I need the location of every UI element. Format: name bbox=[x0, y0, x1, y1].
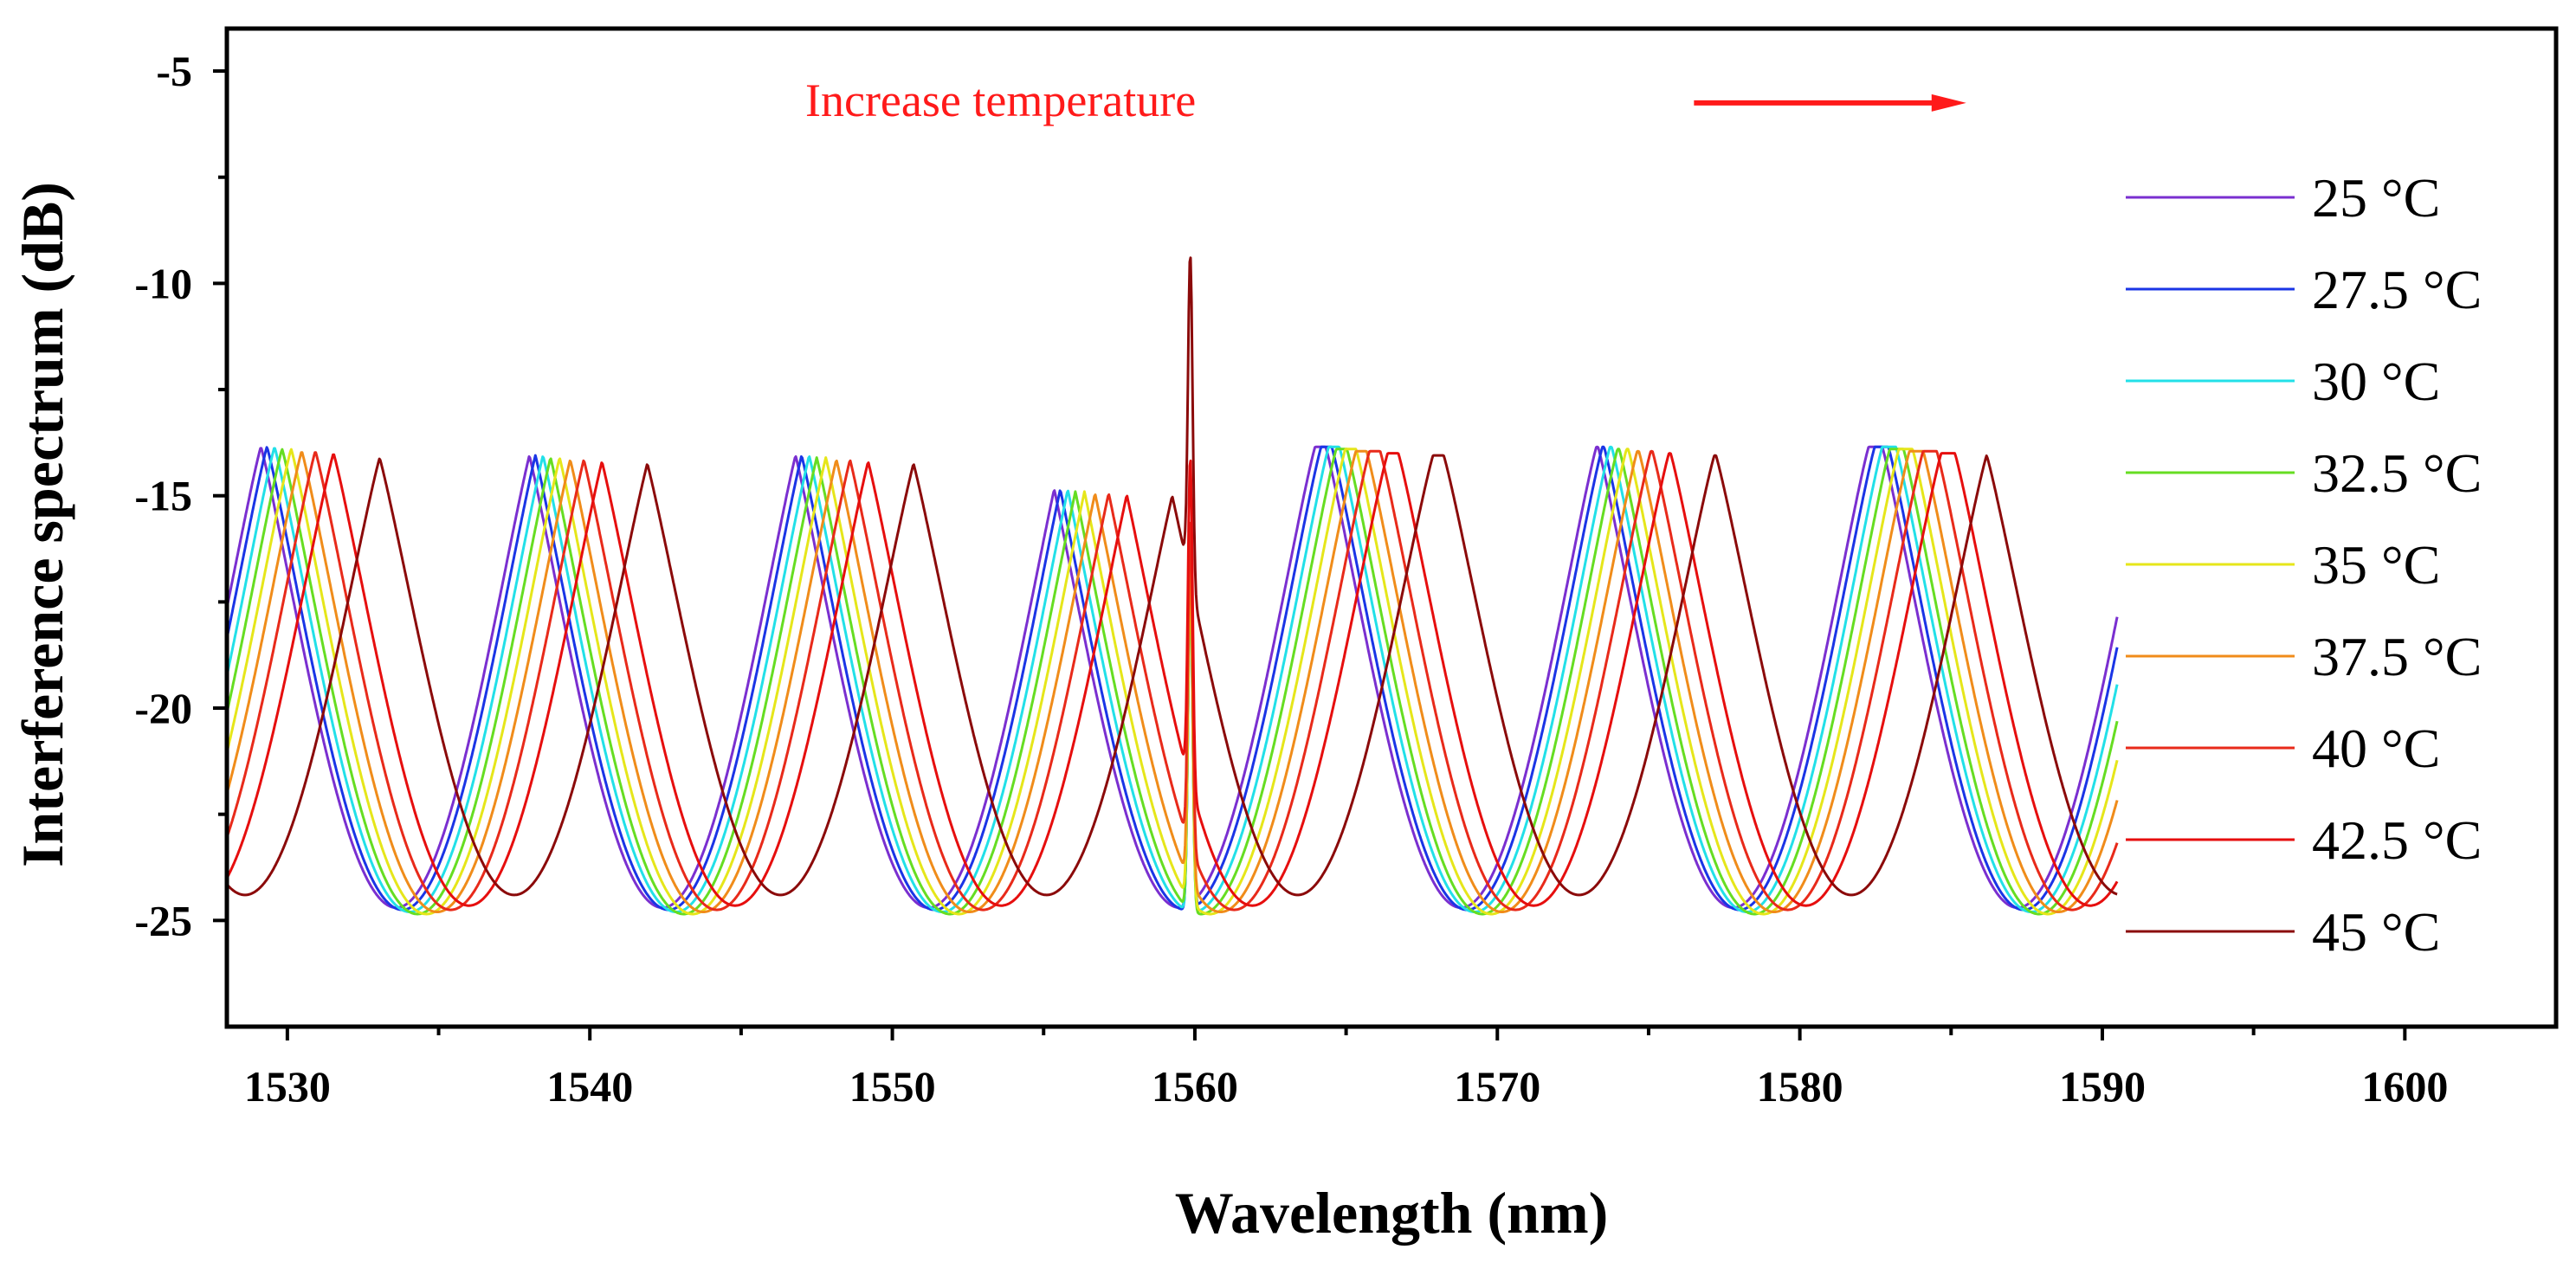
legend-label: 30 °C bbox=[2312, 351, 2440, 412]
legend-label: 42.5 °C bbox=[2312, 809, 2482, 871]
x-tick-label: 1590 bbox=[2059, 1062, 2146, 1111]
y-tick-label: -25 bbox=[134, 896, 192, 944]
x-tick-label: 1560 bbox=[1152, 1062, 1238, 1111]
arrow-head bbox=[1931, 93, 1966, 112]
increase-temperature-annotation: Increase temperature bbox=[805, 74, 1196, 126]
increase-temperature-arrow bbox=[1694, 93, 1966, 112]
y-tick-label: -5 bbox=[156, 47, 192, 95]
plot-frame bbox=[224, 26, 2559, 1029]
y-axis-ticks: -5 -10 -15 -20 -25 bbox=[134, 47, 227, 944]
legend-label: 40 °C bbox=[2312, 718, 2440, 779]
series-line-3 bbox=[227, 448, 2119, 916]
y-axis-title: Interference spectrum (dB) bbox=[10, 182, 75, 867]
y-tick-label: -20 bbox=[134, 684, 192, 732]
legend: 25 °C 27.5 °C 30 °C 32.5 °C 35 °C 37.5 °C 40 °… bbox=[2126, 167, 2482, 963]
x-tick-label: 1530 bbox=[244, 1062, 331, 1111]
y-tick-label: -10 bbox=[134, 259, 192, 307]
series-line-6 bbox=[227, 449, 2119, 911]
series-line-5 bbox=[227, 449, 2119, 913]
legend-label: 32.5 °C bbox=[2312, 442, 2482, 504]
x-axis-title: Wavelength (nm) bbox=[1175, 1180, 1609, 1246]
legend-label: 45 °C bbox=[2312, 901, 2440, 963]
legend-label: 35 °C bbox=[2312, 534, 2440, 596]
series-line-4 bbox=[227, 448, 2119, 916]
x-tick-label: 1580 bbox=[1757, 1062, 1843, 1111]
x-tick-label: 1550 bbox=[849, 1062, 936, 1111]
y-tick-label: -15 bbox=[134, 472, 192, 520]
series-line-0 bbox=[227, 445, 2119, 910]
legend-label: 25 °C bbox=[2312, 167, 2440, 229]
x-tick-label: 1540 bbox=[546, 1062, 633, 1111]
series-group bbox=[227, 256, 2119, 916]
x-axis-ticks: 1530 1540 1550 1560 1570 1580 1590 1600 bbox=[244, 1027, 2448, 1111]
series-line-1 bbox=[227, 445, 2119, 911]
series-line-2 bbox=[227, 445, 2119, 913]
legend-label: 27.5 °C bbox=[2312, 259, 2482, 320]
series-line-7 bbox=[227, 452, 2119, 907]
legend-label: 37.5 °C bbox=[2312, 626, 2482, 687]
series-line-8 bbox=[227, 256, 2118, 897]
x-tick-label: 1570 bbox=[1454, 1062, 1540, 1111]
x-tick-label: 1600 bbox=[2361, 1062, 2448, 1111]
